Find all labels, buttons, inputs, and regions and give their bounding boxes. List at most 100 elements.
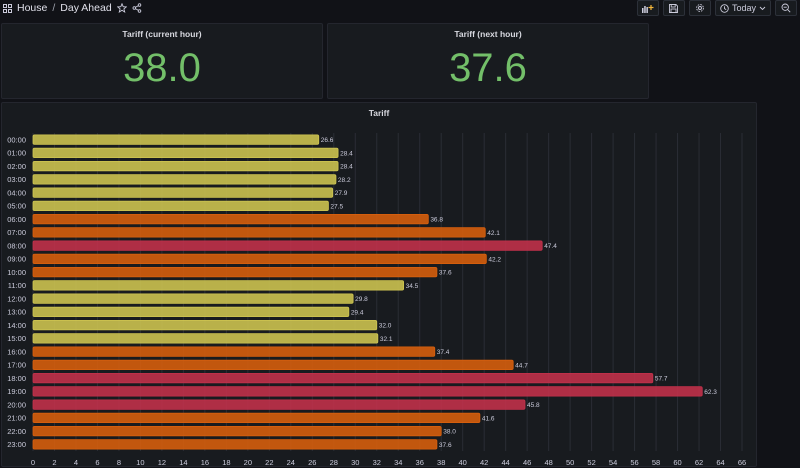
bar <box>32 386 703 397</box>
breadcrumb-separator: / <box>52 2 56 14</box>
breadcrumb-root[interactable]: House <box>17 2 48 14</box>
bar-value-label: 26.6 <box>321 137 334 144</box>
bar <box>32 187 334 198</box>
panel-title[interactable]: Tariff <box>368 108 390 118</box>
stat-value: 37.6 <box>449 46 527 90</box>
stat-panel-next-hour[interactable]: Tariff (next hour) 37.6 <box>327 23 649 99</box>
bar-value-label: 37.6 <box>439 270 452 277</box>
category-label: 20:00 <box>7 400 26 409</box>
category-label: 08:00 <box>7 241 26 250</box>
x-tick-label: 26 <box>308 458 316 467</box>
category-label: 15:00 <box>7 334 26 343</box>
category-label: 02:00 <box>7 162 26 171</box>
bar <box>32 306 350 318</box>
bar-value-label: 27.5 <box>330 203 343 210</box>
bar-value-label: 36.8 <box>430 217 443 224</box>
dashboard-settings-button[interactable] <box>688 0 711 16</box>
bar-value-label: 34.5 <box>406 283 419 290</box>
category-label: 04:00 <box>7 188 26 197</box>
zoom-out-icon <box>781 3 791 13</box>
x-tick-label: 60 <box>673 458 681 467</box>
category-label: 10:00 <box>7 268 26 277</box>
panel-title[interactable]: Tariff (current hour) <box>122 29 202 39</box>
bar-value-label: 32.0 <box>379 323 392 330</box>
bar-value-label: 41.6 <box>482 415 495 422</box>
x-tick-label: 56 <box>630 458 638 467</box>
x-tick-label: 38 <box>437 458 445 467</box>
chevron-down-icon <box>759 6 766 11</box>
bar <box>32 293 354 304</box>
bar-value-label: 62.3 <box>704 389 717 396</box>
bar-value-label: 47.4 <box>544 243 557 250</box>
bar-value-label: 45.8 <box>527 402 540 409</box>
x-tick-label: 6 <box>95 458 99 467</box>
x-tick-label: 52 <box>587 458 595 467</box>
category-label: 16:00 <box>7 347 26 356</box>
x-tick-label: 62 <box>695 458 703 467</box>
bar <box>32 174 337 185</box>
category-label: 19:00 <box>7 387 26 396</box>
bar <box>32 160 339 172</box>
x-tick-label: 22 <box>265 458 273 467</box>
bar <box>32 227 486 238</box>
x-tick-label: 18 <box>222 458 230 467</box>
category-label: 13:00 <box>7 308 26 317</box>
bar <box>32 399 526 410</box>
bar <box>32 134 320 145</box>
dashboard-grid-icon[interactable] <box>3 3 12 13</box>
x-tick-label: 40 <box>459 458 467 467</box>
bar-chart-panel[interactable]: Tariff 0 2 4 6 8 10 12 14 16 18 20 22 24 26 28 30 32 34 36… <box>1 102 757 467</box>
time-range-picker[interactable]: Today <box>714 0 771 16</box>
bar <box>32 319 378 331</box>
bar <box>32 213 429 225</box>
x-tick-label: 42 <box>480 458 488 467</box>
category-label: 06:00 <box>7 215 26 224</box>
bar-value-label: 29.8 <box>355 296 368 303</box>
category-label: 03:00 <box>7 175 26 184</box>
bar-value-label: 37.6 <box>439 442 452 449</box>
category-label: 01:00 <box>7 149 26 158</box>
bar <box>32 147 339 159</box>
save-dashboard-button[interactable] <box>662 0 685 16</box>
top-navbar: House / Day Ahead T <box>0 0 800 16</box>
star-icon[interactable] <box>116 3 127 13</box>
bar <box>32 439 438 450</box>
x-tick-label: 2 <box>52 458 56 467</box>
bar <box>32 372 654 384</box>
x-tick-label: 44 <box>501 458 509 467</box>
bar <box>32 266 438 278</box>
settings-gear-icon <box>695 3 705 13</box>
bar-value-label: 28.4 <box>340 164 353 171</box>
x-tick-label: 24 <box>287 458 295 467</box>
x-tick-label: 4 <box>74 458 78 467</box>
bar-value-label: 38.0 <box>443 429 456 436</box>
panel-title[interactable]: Tariff (next hour) <box>454 29 522 39</box>
x-tick-label: 58 <box>652 458 660 467</box>
x-tick-label: 48 <box>544 458 552 467</box>
breadcrumb-page[interactable]: Day Ahead <box>60 2 112 14</box>
category-label: 18:00 <box>7 374 26 383</box>
share-icon[interactable] <box>132 3 142 13</box>
category-label: 14:00 <box>7 321 26 330</box>
clock-icon <box>720 3 729 13</box>
category-label: 21:00 <box>7 414 26 423</box>
bar <box>32 333 379 344</box>
bar <box>32 240 543 251</box>
x-tick-label: 0 <box>31 458 35 467</box>
category-label: 05:00 <box>7 202 26 211</box>
x-tick-label: 34 <box>394 458 402 467</box>
zoom-out-button[interactable] <box>775 0 797 16</box>
toolbar: Today <box>636 0 800 16</box>
x-tick-label: 10 <box>136 458 144 467</box>
bar <box>32 253 487 265</box>
bar <box>32 280 405 291</box>
stat-panel-current-hour[interactable]: Tariff (current hour) 38.0 <box>1 23 323 99</box>
tariff-bar-chart: 0 2 4 6 8 10 12 14 16 18 20 22 24 26 28 30 32 34 36 38 40 42 4… <box>7 133 746 467</box>
category-label: 07:00 <box>7 228 26 237</box>
category-label: 00:00 <box>7 135 26 144</box>
x-tick-label: 36 <box>416 458 424 467</box>
bar-value-label: 32.1 <box>380 336 393 343</box>
add-panel-button[interactable] <box>636 0 659 16</box>
bar-value-label: 28.4 <box>340 150 353 157</box>
x-tick-label: 64 <box>716 458 724 467</box>
